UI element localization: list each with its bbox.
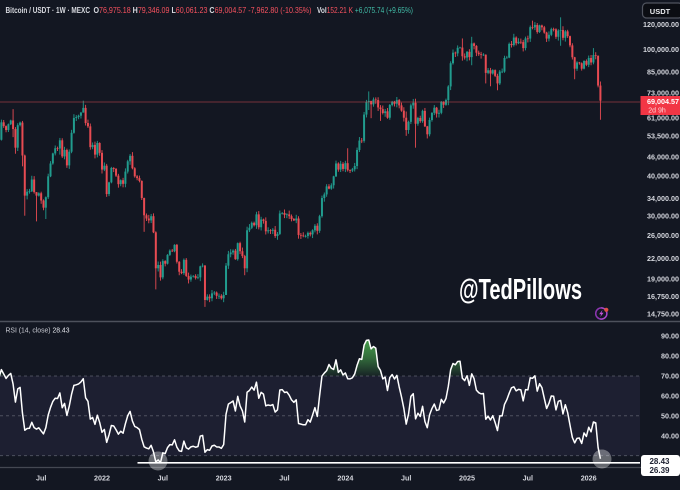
- svg-text:50.00: 50.00: [661, 411, 679, 420]
- svg-text:Vol152.21 K +6,075.74 (+9.65%: Vol152.21 K +6,075.74 (+9.65%): [317, 6, 413, 15]
- svg-text:RSI (14, close) 28.43: RSI (14, close) 28.43: [6, 326, 70, 335]
- svg-text:2025: 2025: [459, 474, 475, 483]
- svg-text:26.39: 26.39: [649, 466, 670, 475]
- svg-text:2022: 2022: [94, 474, 110, 483]
- svg-text:Jul: Jul: [36, 474, 46, 483]
- svg-text:73,000.00: 73,000.00: [647, 89, 679, 98]
- svg-text:80.00: 80.00: [661, 352, 679, 361]
- svg-text:Jul: Jul: [158, 474, 168, 483]
- svg-text:19,000.00: 19,000.00: [647, 274, 679, 283]
- svg-text:40.00: 40.00: [661, 431, 679, 440]
- svg-text:@TedPillows: @TedPillows: [459, 274, 582, 306]
- svg-text:2024: 2024: [337, 474, 353, 483]
- svg-text:100,000.00: 100,000.00: [643, 45, 679, 54]
- svg-text:70.00: 70.00: [661, 372, 679, 381]
- svg-text:46,000.00: 46,000.00: [647, 152, 679, 161]
- svg-text:40,000.00: 40,000.00: [647, 172, 679, 181]
- svg-text:USDT: USDT: [650, 7, 671, 16]
- svg-text:26,000.00: 26,000.00: [647, 231, 679, 240]
- svg-text:2023: 2023: [216, 474, 232, 483]
- svg-text:90.00: 90.00: [661, 332, 679, 341]
- svg-text:120,000.00: 120,000.00: [643, 20, 679, 29]
- svg-text:53,500.00: 53,500.00: [647, 131, 679, 140]
- svg-text:60.00: 60.00: [661, 392, 679, 401]
- svg-text:61,000.00: 61,000.00: [647, 113, 679, 122]
- svg-text:16,750.00: 16,750.00: [647, 292, 679, 301]
- svg-text:Jul: Jul: [401, 474, 411, 483]
- svg-text:Jul: Jul: [523, 474, 533, 483]
- svg-text:Jul: Jul: [279, 474, 289, 483]
- svg-text:34,000.00: 34,000.00: [647, 194, 679, 203]
- svg-text:22,000.00: 22,000.00: [647, 254, 679, 263]
- svg-text:2026: 2026: [581, 474, 597, 483]
- svg-text:O76,975.18 H79,346.09 L60,061.: O76,975.18 H79,346.09 L60,061.23 C69,004…: [94, 6, 312, 15]
- svg-text:85,000.00: 85,000.00: [647, 68, 679, 77]
- svg-text:2d 9h: 2d 9h: [648, 108, 666, 115]
- svg-text:30,000.00: 30,000.00: [647, 211, 679, 220]
- svg-text:28.43: 28.43: [649, 457, 670, 466]
- svg-text:14,750.00: 14,750.00: [647, 309, 679, 318]
- svg-text:Bitcoin / USDT · 1W · MEXC: Bitcoin / USDT · 1W · MEXC: [6, 6, 91, 15]
- svg-text:69,004.57: 69,004.57: [647, 97, 679, 106]
